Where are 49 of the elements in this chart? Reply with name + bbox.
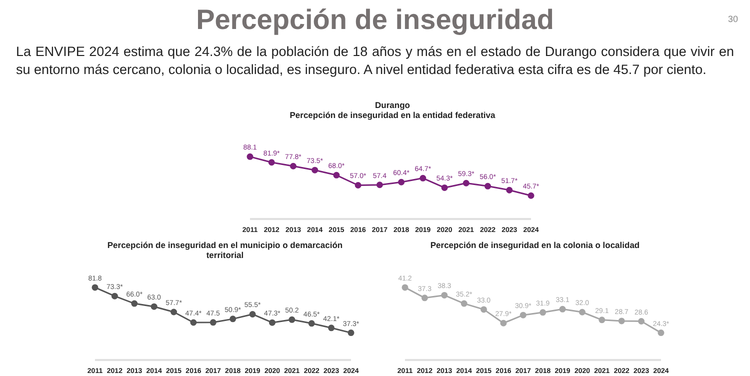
- point: [480, 306, 488, 313]
- text: 30: [728, 14, 738, 24]
- point: [308, 320, 315, 327]
- point: [249, 310, 256, 318]
- point: [376, 182, 383, 188]
- point: [658, 330, 664, 336]
- point: [328, 324, 335, 332]
- point: [441, 184, 448, 191]
- point: [111, 292, 118, 300]
- point: [288, 316, 296, 323]
- point: [354, 182, 362, 188]
- point: [210, 319, 216, 326]
- point: [520, 312, 526, 318]
- point: [333, 172, 340, 178]
- point: [312, 166, 318, 174]
- point: [462, 180, 470, 186]
- point: [559, 306, 566, 312]
- point: [484, 182, 492, 190]
- text: Percepción de inseguridad: [196, 4, 554, 35]
- point: [92, 284, 98, 291]
- point: [638, 318, 645, 324]
- point: [540, 309, 546, 316]
- point: [190, 319, 197, 326]
- point: [268, 319, 276, 326]
- point: [528, 192, 534, 199]
- point: [500, 320, 507, 326]
- chart-subtitle: Percepción de inseguridad en la entidad federativa: [288, 110, 496, 120]
- point: [506, 186, 513, 194]
- point: [150, 303, 158, 310]
- point: [398, 178, 405, 186]
- point: [460, 300, 468, 307]
- point: [290, 162, 296, 170]
- point: [246, 153, 254, 160]
- point: [402, 284, 408, 291]
- point: [131, 300, 138, 307]
- point: [268, 159, 275, 166]
- point: [421, 294, 428, 302]
- chart-title: Durango: [374, 100, 411, 110]
- point: [578, 308, 586, 316]
- point: [618, 318, 625, 324]
- point: [441, 292, 448, 298]
- point: [598, 316, 606, 324]
- chart-title: Percepción de inseguridad en el municipio o demarcación territorial: [106, 240, 344, 260]
- point: [420, 174, 426, 182]
- text: La ENVIPE 2024 estima que 24.3% de la población de 18 años y más en el estado de Durango considera que vivir en su entorno más cercano, colonia o localidad, es inseguro. A nivel entidad federativa esta cifra es de 45.7 por ciento.: [16, 43, 734, 79]
- point: [348, 330, 354, 336]
- point: [230, 316, 236, 322]
- point: [170, 308, 178, 316]
- chart-title: Percepción de inseguridad en la colonia o localidad: [429, 240, 641, 250]
